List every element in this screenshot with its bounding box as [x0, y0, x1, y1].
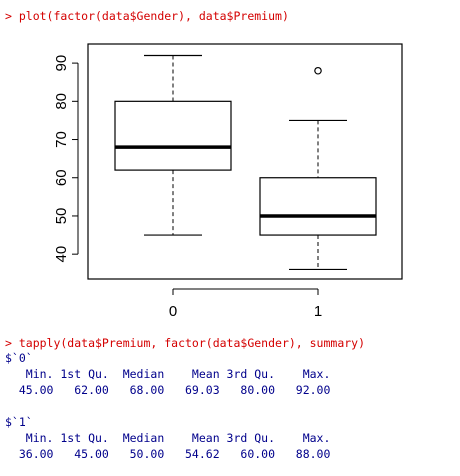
group-1-box [259, 177, 377, 236]
group-1-label: $`1` [5, 415, 33, 429]
y-tick-label-40: 40 [53, 246, 70, 263]
y-tick-label-80: 80 [53, 93, 70, 110]
x-tick-label-1: 1 [314, 303, 322, 320]
group-0-box [114, 100, 232, 171]
y-tick-label-60: 60 [53, 169, 70, 186]
group-0-values: 45.00 62.00 68.00 69.03 80.00 92.00 [5, 383, 338, 397]
y-tick-label-90: 90 [53, 55, 70, 72]
group-1-values: 36.00 45.00 50.00 54.62 60.00 88.00 [5, 447, 338, 461]
x-tick-label-0: 0 [169, 303, 177, 320]
tapply-command: > tapply(data$Premium, factor(data$Gende… [5, 336, 366, 350]
boxplot-chart: 40 50 60 70 80 90 0 1 [53, 43, 403, 320]
group-1-header: Min. 1st Qu. Median Mean 3rd Qu. Max. [5, 431, 338, 445]
group-0-header: Min. 1st Qu. Median Mean 3rd Qu. Max. [5, 367, 338, 381]
y-tick-label-50: 50 [53, 208, 70, 225]
plot-frame [87, 43, 403, 280]
plot-command: > plot(factor(data$Gender), data$Premium… [5, 9, 289, 23]
group-1-outlier-0 [314, 66, 322, 75]
y-tick-label-70: 70 [53, 131, 70, 148]
group-0-label: $`0` [5, 351, 33, 365]
